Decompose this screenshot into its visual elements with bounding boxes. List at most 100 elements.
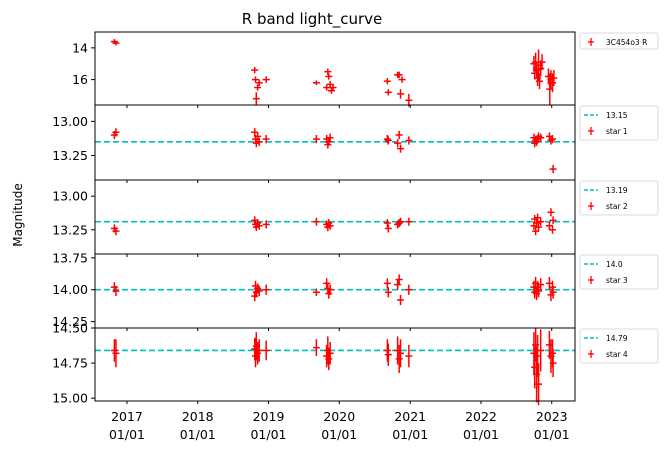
data-point	[545, 221, 553, 230]
data-point	[405, 136, 413, 145]
panel-frame	[94, 253, 576, 329]
data-point	[550, 70, 558, 86]
y-tick-label: 13.00	[52, 114, 88, 129]
data-point	[537, 60, 545, 77]
data-point	[384, 343, 392, 366]
data-point	[395, 344, 403, 373]
legend-box	[579, 328, 659, 364]
data-point	[255, 137, 263, 146]
data-point	[254, 342, 262, 365]
data-point	[262, 220, 270, 229]
data-point	[262, 340, 270, 361]
legend-box	[579, 180, 659, 216]
legend-box	[579, 254, 659, 290]
legend-ref-label: 13.19	[606, 186, 628, 195]
data-point	[112, 128, 120, 137]
data-point	[397, 339, 405, 368]
data-point	[549, 225, 557, 234]
data-point	[325, 73, 333, 80]
data-point	[383, 339, 391, 362]
data-point	[255, 339, 263, 362]
data-point	[326, 133, 334, 142]
data-point	[262, 284, 270, 295]
data-point	[383, 78, 391, 85]
x-tick-label-date: 01/01	[392, 427, 428, 442]
x-tick-label-date: 01/01	[534, 427, 570, 442]
panel-frame	[94, 31, 576, 106]
data-point	[398, 76, 406, 83]
chart-title: R band light_curve	[242, 10, 382, 29]
y-tick-label: 13.00	[52, 189, 88, 204]
data-point	[383, 278, 391, 289]
data-point	[324, 68, 332, 75]
data-point	[252, 92, 260, 105]
data-point	[384, 224, 392, 233]
data-point	[547, 208, 555, 217]
data-point	[395, 219, 403, 228]
legend-box	[579, 32, 659, 50]
legend: 3C454o3 R	[579, 32, 659, 50]
data-point	[549, 165, 557, 174]
data-point	[537, 217, 545, 226]
data-point	[545, 330, 553, 359]
legend: 13.19 star 2	[579, 180, 659, 216]
data-point	[537, 278, 545, 291]
legend-series-label: star 3	[606, 276, 628, 285]
data-point	[537, 133, 545, 142]
data-point	[110, 339, 118, 362]
y-tick-label: 16	[72, 72, 88, 87]
data-point	[255, 79, 263, 86]
data-point	[405, 93, 413, 107]
x-tick-label-year: 2018	[182, 409, 214, 424]
data-point	[112, 227, 120, 236]
data-point	[112, 285, 120, 297]
legend: 14.79 star 4	[579, 328, 659, 364]
data-point	[251, 66, 259, 74]
x-tick-label-year: 2017	[111, 409, 143, 424]
panel-frame	[94, 179, 576, 255]
y-tick-label: 13.75	[52, 250, 88, 265]
panel-frame	[94, 327, 576, 402]
panel-3: 13.00 13.25 13.19 star 2	[52, 179, 659, 257]
data-point	[384, 287, 392, 298]
x-axis: 2017 01/01 2018 01/01 2019 01/01 2020 01/01 2021…	[109, 409, 570, 442]
data-point	[394, 139, 402, 148]
y-tick-label: 13.25	[52, 148, 88, 163]
x-tick-label-date: 01/01	[463, 427, 499, 442]
data-point	[549, 135, 557, 144]
legend: 13.15 star 1	[579, 105, 659, 141]
y-tick-label: 14.50	[52, 321, 88, 336]
x-tick-label-date: 01/01	[321, 427, 357, 442]
data-point	[397, 89, 405, 99]
data-point	[255, 221, 263, 230]
data-point	[383, 135, 391, 144]
data-point	[325, 137, 333, 146]
x-tick-label-year: 2023	[536, 409, 568, 424]
data-point	[405, 344, 413, 368]
data-point	[254, 132, 262, 141]
data-point	[394, 279, 402, 290]
panel-2: 13.00 13.25 13.15 star 1	[52, 104, 659, 183]
panel-1: 14 16 3C454o3 R	[72, 31, 659, 108]
panel-5: 14.50 14.75 15.00 14.79 star 4	[52, 321, 659, 406]
data-point	[312, 135, 320, 144]
data-point	[326, 221, 334, 230]
y-tick-label: 15.00	[52, 391, 88, 406]
legend-series-label: star 4	[606, 350, 628, 359]
x-tick-label-date: 01/01	[250, 427, 286, 442]
data-point	[329, 84, 337, 91]
data-point	[312, 80, 320, 86]
data-point	[112, 40, 120, 46]
legend-ref-label: 14.0	[606, 260, 623, 269]
data-point	[325, 347, 333, 371]
data-point	[323, 278, 331, 289]
legend-series-label: star 2	[606, 202, 628, 211]
data-point	[254, 283, 262, 294]
data-point	[312, 288, 320, 297]
legend-ref-label: 14.79	[606, 334, 628, 343]
data-point	[537, 329, 545, 372]
data-point	[395, 130, 403, 140]
data-point	[395, 274, 403, 285]
y-tick-label: 14	[72, 40, 88, 55]
legend: 14.0 star 3	[579, 254, 659, 290]
